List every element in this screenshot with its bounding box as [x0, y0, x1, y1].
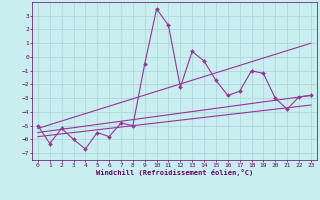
X-axis label: Windchill (Refroidissement éolien,°C): Windchill (Refroidissement éolien,°C) [96, 169, 253, 176]
